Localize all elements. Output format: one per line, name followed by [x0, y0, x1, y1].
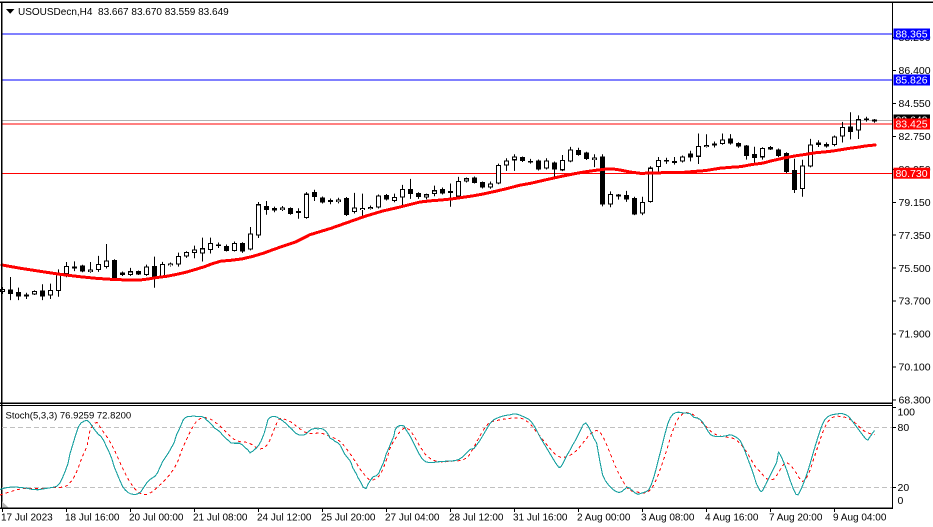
svg-text:7 Aug 20:00: 7 Aug 20:00 [769, 513, 823, 524]
svg-text:71.900: 71.900 [899, 329, 931, 341]
svg-text:24 Jul 12:00: 24 Jul 12:00 [257, 513, 312, 524]
svg-text:20: 20 [898, 482, 910, 494]
svg-text:31 Jul 16:00: 31 Jul 16:00 [513, 513, 568, 524]
svg-text:28 Jul 12:00: 28 Jul 12:00 [449, 513, 504, 524]
svg-text:Stoch(5,3,3) 76.9259 72.8200: Stoch(5,3,3) 76.9259 72.8200 [6, 411, 132, 422]
svg-text:73.700: 73.700 [899, 296, 931, 308]
svg-text:27 Jul 04:00: 27 Jul 04:00 [385, 513, 440, 524]
svg-text:20 Jul 00:00: 20 Jul 00:00 [129, 513, 184, 524]
svg-text:USOUSDecn,H4 83.667 83.670 83: USOUSDecn,H4 83.667 83.670 83.559 83.649 [18, 7, 229, 18]
svg-text:3 Aug 08:00: 3 Aug 08:00 [641, 513, 695, 524]
svg-text:21 Jul 08:00: 21 Jul 08:00 [193, 513, 248, 524]
svg-text:82.750: 82.750 [899, 131, 931, 143]
svg-text:77.350: 77.350 [899, 230, 931, 242]
svg-text:75.500: 75.500 [899, 263, 931, 275]
svg-text:85.826: 85.826 [895, 75, 927, 87]
svg-text:70.100: 70.100 [899, 362, 931, 374]
svg-text:83.425: 83.425 [895, 119, 927, 131]
svg-text:80.730: 80.730 [895, 168, 927, 180]
svg-text:100: 100 [898, 406, 916, 418]
svg-text:79.150: 79.150 [899, 197, 931, 209]
svg-text:84.550: 84.550 [899, 98, 931, 110]
svg-text:80: 80 [898, 422, 910, 434]
svg-text:0: 0 [898, 495, 904, 507]
svg-text:18 Jul 16:00: 18 Jul 16:00 [65, 513, 120, 524]
svg-text:25 Jul 20:00: 25 Jul 20:00 [321, 513, 376, 524]
svg-text:88.365: 88.365 [895, 29, 927, 41]
svg-text:2 Aug 00:00: 2 Aug 00:00 [577, 513, 631, 524]
svg-text:68.300: 68.300 [899, 395, 931, 407]
svg-text:17 Jul 2023: 17 Jul 2023 [1, 513, 53, 524]
svg-text:4 Aug 16:00: 4 Aug 16:00 [705, 513, 759, 524]
svg-text:9 Aug 04:00: 9 Aug 04:00 [833, 513, 887, 524]
svg-text:86.400: 86.400 [899, 65, 931, 77]
